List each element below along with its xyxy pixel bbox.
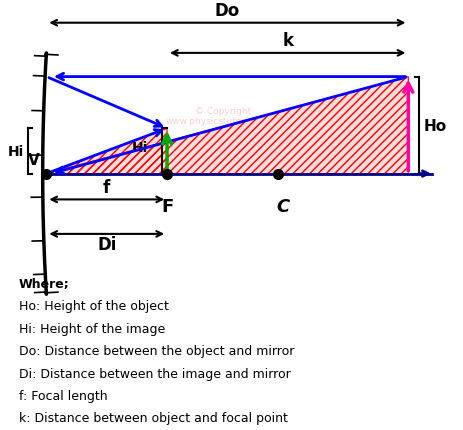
Text: F: F xyxy=(161,198,173,216)
Text: © Copyright
www.physicstutorials.org: © Copyright www.physicstutorials.org xyxy=(166,106,279,126)
Text: f: Focal length: f: Focal length xyxy=(19,389,107,402)
Text: Ho: Ho xyxy=(423,118,446,133)
Polygon shape xyxy=(46,129,167,174)
Text: C: C xyxy=(276,198,289,216)
Text: Do: Do xyxy=(214,2,239,20)
Text: Di: Distance between the image and mirror: Di: Distance between the image and mirro… xyxy=(19,367,290,380)
Text: Ho: Height of the object: Ho: Height of the object xyxy=(19,300,168,313)
Text: Do: Distance between the object and mirror: Do: Distance between the object and mirr… xyxy=(19,344,293,357)
Text: Hi: Height of the image: Hi: Height of the image xyxy=(19,322,164,335)
Text: f: f xyxy=(103,178,110,196)
Text: Hi: Hi xyxy=(131,140,147,154)
Text: Hi: Hi xyxy=(8,144,24,159)
Polygon shape xyxy=(46,77,407,174)
Text: Di: Di xyxy=(97,236,116,253)
Text: Where;: Where; xyxy=(19,277,69,290)
Text: k: Distance between object and focal point: k: Distance between object and focal poi… xyxy=(19,412,287,424)
Text: k: k xyxy=(282,32,293,50)
Text: V: V xyxy=(28,153,39,168)
